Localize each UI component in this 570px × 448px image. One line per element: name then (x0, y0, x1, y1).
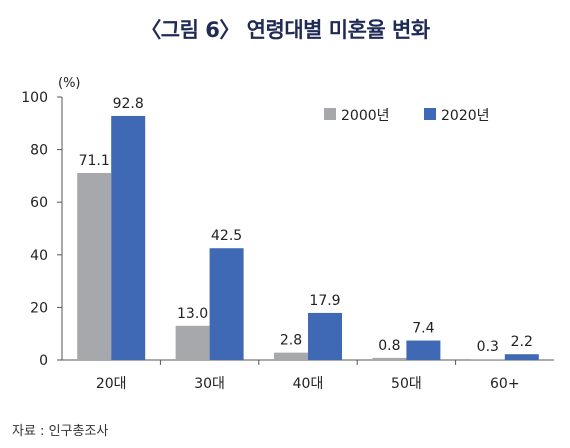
y-tick-label: 40 (30, 248, 48, 264)
chart-title: 〈그림 6〉 연령대별 미혼율 변화 (140, 18, 430, 42)
legend: 2000년 2020년 (324, 108, 490, 124)
data-label: 17.9 (309, 293, 340, 309)
bar (274, 352, 308, 360)
y-tick-label: 60 (30, 195, 48, 211)
data-label: 2.8 (280, 333, 302, 349)
bar-series-group: 71.1 92.8 13.0 42.5 2.8 17.9 0.8 7.4 0.3 2.2 (77, 96, 539, 360)
data-label: 2.2 (511, 334, 533, 350)
bar (77, 173, 112, 360)
x-tick-label: 40대 (293, 376, 324, 392)
x-tick-label: 60+ (490, 376, 520, 392)
y-axis-unit: (%) (58, 76, 81, 91)
y-tick-label: 100 (21, 90, 48, 106)
data-label: 13.0 (177, 306, 208, 322)
x-axis: 20대 30대 40대 50대 60+ (62, 359, 554, 392)
x-tick-label: 30대 (194, 376, 225, 392)
y-tick-label: 0 (39, 353, 48, 369)
bar (504, 354, 539, 360)
data-label: 0.3 (477, 339, 499, 355)
source-note: 자료 : 인구총조사 (12, 424, 109, 439)
y-tick-label: 80 (30, 143, 48, 159)
legend-swatch (324, 108, 336, 120)
data-label: 42.5 (211, 228, 242, 244)
bar (372, 357, 407, 360)
legend-label: 2020년 (441, 108, 490, 124)
bar (175, 325, 210, 360)
data-label: 0.8 (378, 338, 400, 354)
y-tick-label: 20 (30, 300, 48, 316)
legend-swatch (424, 108, 436, 120)
x-tick-label: 50대 (391, 376, 422, 392)
x-tick-label: 20대 (96, 376, 127, 392)
data-label: 92.8 (113, 96, 144, 112)
bar (209, 248, 244, 360)
legend-label: 2000년 (341, 108, 390, 124)
data-label: 7.4 (412, 321, 434, 337)
y-axis: 0 20 40 60 80 100 (21, 90, 63, 369)
bar (470, 359, 505, 360)
data-label: 71.1 (79, 153, 110, 169)
bar (308, 312, 342, 360)
bar (406, 340, 441, 360)
bar (111, 115, 146, 360)
